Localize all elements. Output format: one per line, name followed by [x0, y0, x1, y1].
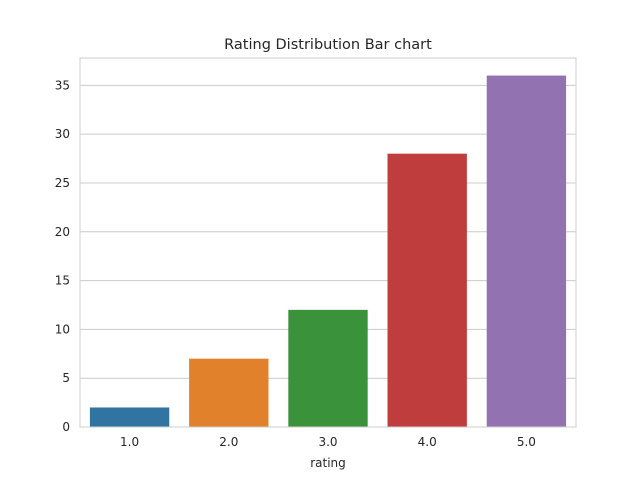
bar-3-0	[288, 309, 368, 427]
y-tick-label: 5	[62, 371, 70, 385]
bar-1-0	[89, 407, 170, 427]
x-tick-label: 4.0	[418, 435, 437, 449]
y-tick-label: 35	[55, 78, 70, 92]
bars	[89, 75, 567, 428]
bar-5-0	[486, 75, 567, 428]
x-tick-labels: 1.0 2.0 3.0 4.0 5.0	[120, 435, 536, 449]
x-tick-label: 1.0	[120, 435, 139, 449]
y-tick-label: 20	[55, 225, 70, 239]
x-tick-label: 2.0	[219, 435, 238, 449]
x-tick-label: 3.0	[318, 435, 337, 449]
y-tick-label: 25	[55, 176, 70, 190]
y-tick-labels: 0 5 10 15 20 25 30 35	[55, 78, 70, 434]
x-tick-label: 5.0	[517, 435, 536, 449]
x-axis-label: rating	[310, 456, 346, 470]
plot-frame	[79, 57, 577, 428]
y-tick-label: 0	[62, 420, 70, 434]
y-tick-label: 30	[55, 127, 70, 141]
y-tick-label: 15	[55, 274, 70, 288]
bar-4-0	[387, 153, 467, 427]
bar-2-0	[189, 358, 269, 427]
y-tick-label: 10	[55, 322, 70, 336]
chart-title: Rating Distribution Bar chart	[224, 37, 432, 53]
